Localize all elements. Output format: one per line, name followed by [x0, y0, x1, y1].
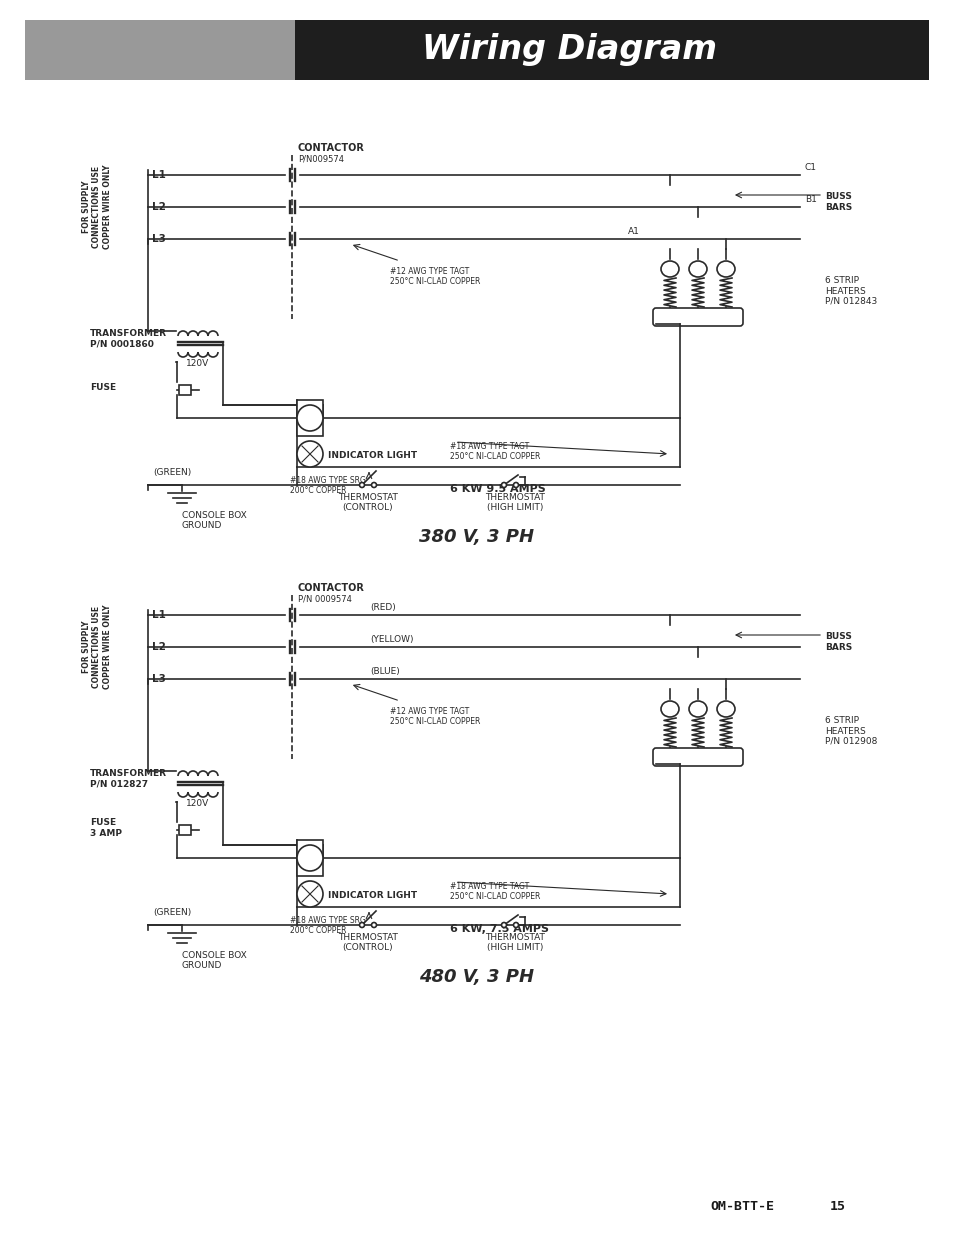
Text: CONSOLE BOX
GROUND: CONSOLE BOX GROUND: [182, 511, 247, 530]
Text: CONTACTOR: CONTACTOR: [297, 583, 364, 593]
Text: THERMOSTAT
(HIGH LIMIT): THERMOSTAT (HIGH LIMIT): [484, 493, 544, 513]
Text: 6 STRIP
HEATERS
P/N 012908: 6 STRIP HEATERS P/N 012908: [824, 716, 877, 746]
Text: CONTACTOR: CONTACTOR: [297, 143, 364, 153]
Text: P/N 0009574: P/N 0009574: [297, 594, 352, 603]
Text: P/N009574: P/N009574: [297, 154, 344, 163]
Text: #18 AWG TYPE SRG
200°C COPPER: #18 AWG TYPE SRG 200°C COPPER: [290, 916, 366, 935]
Text: FUSE
3 AMP: FUSE 3 AMP: [90, 819, 122, 837]
Text: FOR SUPPLY
CONNECTIONS USE
COPPER WIRE ONLY: FOR SUPPLY CONNECTIONS USE COPPER WIRE O…: [82, 605, 112, 689]
Text: 15: 15: [829, 1200, 845, 1213]
Circle shape: [371, 923, 376, 927]
Text: #18 AWG TYPE TAGT
250°C NI-CLAD COPPER: #18 AWG TYPE TAGT 250°C NI-CLAD COPPER: [450, 882, 539, 902]
Text: (BLUE): (BLUE): [370, 667, 399, 676]
Text: #18 AWG TYPE TAGT
250°C NI-CLAD COPPER: #18 AWG TYPE TAGT 250°C NI-CLAD COPPER: [450, 442, 539, 462]
Ellipse shape: [717, 701, 734, 718]
Text: THERMOSTAT
(CONTROL): THERMOSTAT (CONTROL): [337, 932, 397, 952]
Text: 6 KW, 7.5 AMPS: 6 KW, 7.5 AMPS: [450, 924, 548, 934]
Ellipse shape: [660, 701, 679, 718]
FancyBboxPatch shape: [296, 840, 323, 876]
Text: (YELLOW): (YELLOW): [370, 635, 413, 643]
Text: THERMOSTAT
(HIGH LIMIT): THERMOSTAT (HIGH LIMIT): [484, 932, 544, 952]
Text: #12 AWG TYPE TAGT
250°C NI-CLAD COPPER: #12 AWG TYPE TAGT 250°C NI-CLAD COPPER: [390, 706, 480, 726]
Text: 480 V, 3 PH: 480 V, 3 PH: [419, 968, 534, 986]
Text: 6 STRIP
HEATERS
P/N 012843: 6 STRIP HEATERS P/N 012843: [824, 277, 877, 306]
Text: BUSS
BARS: BUSS BARS: [824, 193, 851, 211]
Text: B1: B1: [804, 195, 816, 204]
Circle shape: [513, 483, 518, 488]
Text: A1: A1: [627, 227, 639, 236]
FancyBboxPatch shape: [296, 400, 323, 436]
FancyBboxPatch shape: [179, 825, 191, 835]
Text: OM-BTT-E: OM-BTT-E: [709, 1200, 773, 1213]
Text: FOR SUPPLY
CONNECTIONS USE
COPPER WIRE ONLY: FOR SUPPLY CONNECTIONS USE COPPER WIRE O…: [82, 164, 112, 249]
Text: (RED): (RED): [370, 603, 395, 613]
FancyBboxPatch shape: [294, 20, 928, 80]
Text: INDICATOR LIGHT: INDICATOR LIGHT: [328, 892, 416, 900]
Text: Wiring Diagram: Wiring Diagram: [422, 33, 717, 67]
Circle shape: [359, 923, 364, 927]
Text: TRANSFORMER
P/N 012827: TRANSFORMER P/N 012827: [90, 769, 167, 789]
Text: (GREEN): (GREEN): [152, 468, 191, 477]
Text: C: C: [305, 851, 314, 864]
Text: BUSS
BARS: BUSS BARS: [824, 632, 851, 652]
Text: C: C: [305, 411, 314, 425]
Text: INDICATOR LIGHT: INDICATOR LIGHT: [328, 452, 416, 461]
Text: #18 AWG TYPE SRG
200°C COPPER: #18 AWG TYPE SRG 200°C COPPER: [290, 475, 366, 495]
Text: 120V: 120V: [186, 359, 210, 368]
Ellipse shape: [688, 701, 706, 718]
Ellipse shape: [688, 261, 706, 277]
Text: TRANSFORMER
P/N 0001860: TRANSFORMER P/N 0001860: [90, 330, 167, 348]
Circle shape: [359, 483, 364, 488]
Text: FUSE: FUSE: [90, 384, 116, 393]
Circle shape: [371, 483, 376, 488]
Circle shape: [501, 483, 506, 488]
Circle shape: [296, 441, 323, 467]
Text: R: R: [305, 888, 314, 900]
Circle shape: [296, 845, 323, 871]
Ellipse shape: [717, 261, 734, 277]
Text: 6 KW 9.5 AMPS: 6 KW 9.5 AMPS: [450, 484, 545, 494]
Text: (GREEN): (GREEN): [152, 908, 191, 918]
Text: L1: L1: [152, 610, 166, 620]
Circle shape: [296, 405, 323, 431]
Circle shape: [296, 881, 323, 906]
FancyBboxPatch shape: [652, 748, 742, 766]
Text: L3: L3: [152, 674, 166, 684]
Text: L1: L1: [152, 170, 166, 180]
FancyBboxPatch shape: [652, 308, 742, 326]
Text: 120V: 120V: [186, 799, 210, 809]
Text: #12 AWG TYPE TAGT
250°C NI-CLAD COPPER: #12 AWG TYPE TAGT 250°C NI-CLAD COPPER: [390, 267, 480, 287]
Text: L3: L3: [152, 233, 166, 245]
Text: C1: C1: [804, 163, 816, 172]
Text: L2: L2: [152, 642, 166, 652]
FancyBboxPatch shape: [179, 385, 191, 395]
Text: L2: L2: [152, 203, 166, 212]
Circle shape: [513, 923, 518, 927]
Text: THERMOSTAT
(CONTROL): THERMOSTAT (CONTROL): [337, 493, 397, 513]
Text: 380 V, 3 PH: 380 V, 3 PH: [419, 529, 534, 546]
Circle shape: [501, 923, 506, 927]
Text: CONSOLE BOX
GROUND: CONSOLE BOX GROUND: [182, 951, 247, 971]
FancyBboxPatch shape: [25, 20, 294, 80]
Ellipse shape: [660, 261, 679, 277]
Text: R: R: [305, 447, 314, 461]
